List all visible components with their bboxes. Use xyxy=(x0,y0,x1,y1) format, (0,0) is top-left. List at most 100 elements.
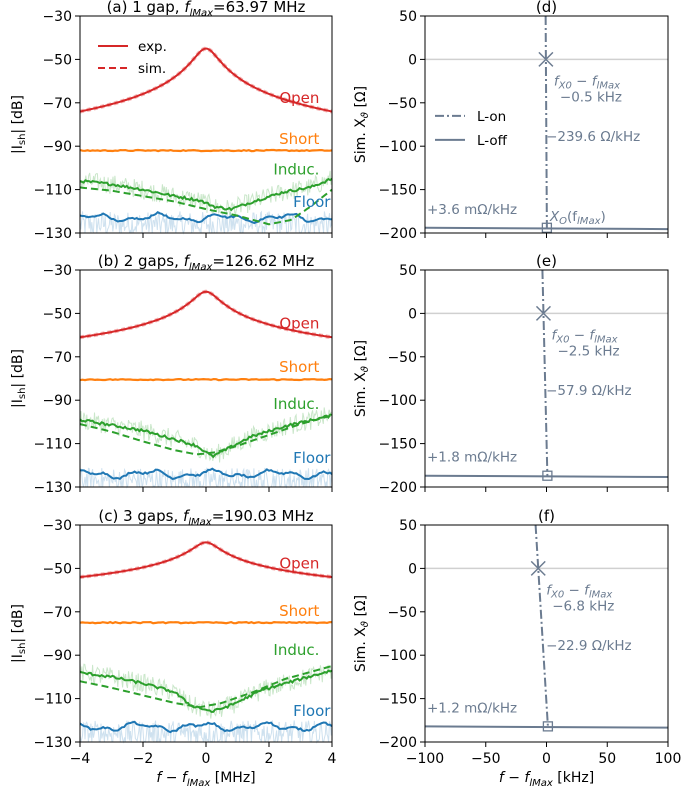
induc-sim-line xyxy=(79,186,333,226)
short-label: Short xyxy=(279,130,319,148)
x-axis-label-left: f − flMax [MHz] xyxy=(156,770,255,789)
floor-noise-line xyxy=(79,720,333,744)
y-tick-label: −130 xyxy=(34,480,72,496)
y-tick-label: −200 xyxy=(379,480,417,496)
off-slope-label: +3.6 mΩ/kHz xyxy=(427,202,517,218)
x-tick-label: 0 xyxy=(202,751,211,767)
x0-marker xyxy=(535,305,551,321)
fx0-label: fX0 − flMax xyxy=(551,327,617,345)
panel-title: (f) xyxy=(538,507,555,525)
x-tick-label: −2 xyxy=(133,751,154,767)
y-tick-label: −110 xyxy=(34,183,72,199)
y-tick-label: −50 xyxy=(387,96,417,112)
floor-label: Floor xyxy=(293,193,331,211)
panel-title: (c) 3 gaps, flMax=190.03 MHz xyxy=(98,507,313,528)
y-tick-label: −30 xyxy=(42,263,72,279)
open-exp-line xyxy=(79,47,333,113)
y-tick-label: −110 xyxy=(34,692,72,708)
y-tick-label: 50 xyxy=(399,518,417,534)
delta-label: −6.8 kHz xyxy=(552,598,614,614)
floor-label: Floor xyxy=(293,702,331,720)
x-tick-label: 0 xyxy=(542,751,551,767)
x-tick-label: −100 xyxy=(406,751,444,767)
short-label: Short xyxy=(279,602,319,620)
induc-label: Induc. xyxy=(273,641,319,659)
x-tick-label: −50 xyxy=(471,751,501,767)
xo-label: XO(flMax) xyxy=(549,209,606,227)
y-tick-label: 50 xyxy=(399,9,417,25)
y-tick-label: −150 xyxy=(379,437,417,453)
y-tick-label: −50 xyxy=(387,605,417,621)
y-tick-label: −70 xyxy=(42,96,72,112)
x-tick-label: 4 xyxy=(328,751,337,767)
legend-sim-label: sim. xyxy=(138,61,166,77)
off-slope-label: +1.2 mΩ/kHz xyxy=(427,700,517,716)
open-label: Open xyxy=(279,89,319,107)
y-tick-label: −90 xyxy=(42,393,72,409)
slope-label: −239.6 Ω/kHz xyxy=(546,129,640,145)
y-tick-label: −200 xyxy=(379,226,417,242)
slope-label: −22.9 Ω/kHz xyxy=(546,638,632,654)
y-tick-label: −30 xyxy=(42,9,72,25)
y-tick-label: 0 xyxy=(408,306,417,322)
y-tick-label: 0 xyxy=(408,561,417,577)
induc-exp-line xyxy=(79,413,333,459)
left-panel-3: (c) 3 gaps, flMax=190.03 MHz Open Short Ind… xyxy=(10,507,337,767)
y-axis-label: |Ish| [dB] xyxy=(10,95,28,154)
xo-marker xyxy=(541,222,553,233)
y-tick-label: −30 xyxy=(42,518,72,534)
y-tick-label: −130 xyxy=(34,735,72,751)
right-panel-3: (f) fX0 − flMax−6.8 kHz −22.9 Ω/kHz +1.2 mΩ… xyxy=(353,507,681,767)
induc-label: Induc. xyxy=(273,395,319,413)
l-on-line xyxy=(534,524,549,727)
legend-exp-label: exp. xyxy=(138,39,167,55)
delta-label: −0.5 kHz xyxy=(560,89,622,105)
x-tick-label: 100 xyxy=(655,751,682,767)
short-line xyxy=(79,377,333,382)
slope-label: −57.9 Ω/kHz xyxy=(546,383,632,399)
induc-exp-line xyxy=(79,669,333,713)
panel-title: (a) 1 gap, flMax=63.97 MHz xyxy=(107,0,306,19)
y-tick-label: −100 xyxy=(379,139,417,155)
fx0-label: fX0 − flMax xyxy=(554,73,620,91)
xo-marker xyxy=(542,470,553,481)
y-tick-label: −90 xyxy=(42,648,72,664)
y-tick-label: −50 xyxy=(387,350,417,366)
y-tick-label: 0 xyxy=(408,52,417,68)
short-line xyxy=(79,148,333,153)
y-tick-label: −50 xyxy=(42,561,72,577)
y-tick-label: −70 xyxy=(42,605,72,621)
x-tick-label: −4 xyxy=(70,751,91,767)
y-tick-label: −150 xyxy=(379,692,417,708)
x0-marker xyxy=(530,560,546,576)
l-off-line xyxy=(424,226,669,231)
left-panel-2: (b) 2 gaps, flMax=126.62 MHz Open Short Ind… xyxy=(10,252,333,496)
open-label: Open xyxy=(279,315,319,333)
y-tick-label: −100 xyxy=(379,393,417,409)
l-on-line xyxy=(541,269,549,476)
induc-label: Induc. xyxy=(273,160,319,178)
induc-noise-line xyxy=(79,170,333,218)
open-exp-line xyxy=(79,290,333,339)
x-tick-label: 2 xyxy=(265,751,274,767)
induc-noise-line xyxy=(79,407,333,463)
y-tick-label: −50 xyxy=(42,52,72,68)
y-axis-label: Sim. Xϑ [Ω] xyxy=(353,595,371,672)
legend-l-off-label: L-off xyxy=(477,133,508,149)
floor-line xyxy=(79,720,333,734)
l-on-line xyxy=(544,15,548,228)
y-tick-label: −200 xyxy=(379,735,417,751)
y-tick-label: 50 xyxy=(399,263,417,279)
x-axis-label-right: f − flMax [kHz] xyxy=(499,770,594,789)
l-off-line xyxy=(424,474,669,479)
x-tick-label: 50 xyxy=(598,751,616,767)
xo-marker xyxy=(542,721,554,732)
open-label: Open xyxy=(279,554,319,572)
floor-line xyxy=(79,210,332,225)
short-label: Short xyxy=(279,358,319,376)
right-panel-2: (e) fX0 − flMax−2.5 kHz −57.9 Ω/kHz +1.8 mΩ… xyxy=(353,252,669,496)
floor-line xyxy=(79,467,333,481)
y-tick-label: −100 xyxy=(379,648,417,664)
y-axis-label: Sim. Xϑ [Ω] xyxy=(353,340,371,417)
